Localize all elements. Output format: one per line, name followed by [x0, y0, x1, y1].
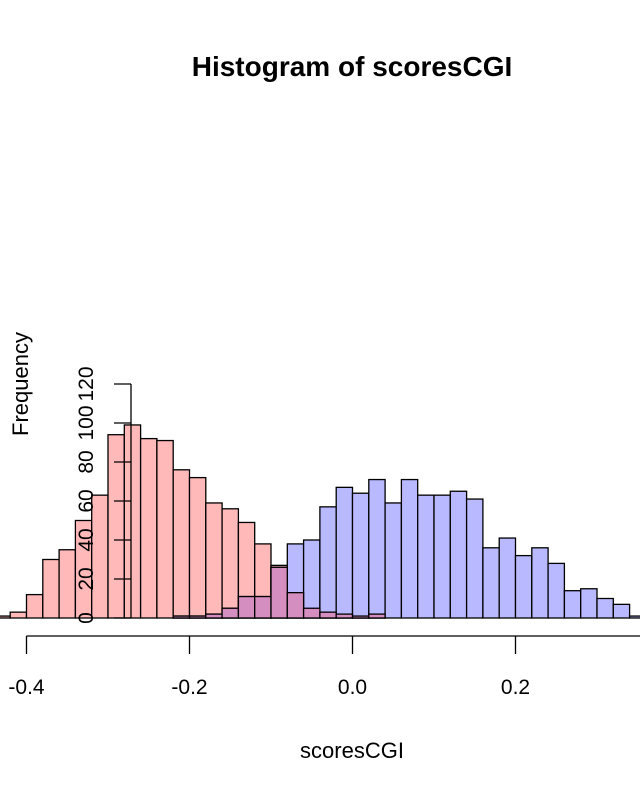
y-tick-label: 0 — [75, 612, 98, 624]
bar-overlap — [254, 595, 272, 619]
bar-series-2 — [319, 506, 337, 619]
bar-overlap — [335, 613, 354, 619]
x-axis-label: scoresCGI — [300, 738, 404, 763]
bar-series-1 — [139, 437, 158, 619]
x-tick-label: 0.2 — [501, 676, 530, 699]
x-tick-label: 0.0 — [338, 676, 367, 699]
y-tick-label: 80 — [75, 450, 98, 473]
bar-series-2 — [531, 547, 549, 619]
bar-series-2 — [368, 478, 386, 619]
bar-series-2 — [465, 498, 484, 619]
bar-series-2 — [547, 562, 566, 619]
x-axis: -0.4-0.20.00.20.4 — [8, 635, 640, 699]
bar-overlap — [172, 615, 191, 619]
bar-series-1 — [123, 424, 142, 619]
y-tick-label: 40 — [75, 528, 98, 551]
bar-series-1 — [221, 508, 240, 619]
bar-series-1 — [58, 549, 77, 619]
bar-series-2 — [351, 492, 370, 619]
bar-series-1 — [205, 502, 223, 619]
bar-series-2 — [400, 478, 419, 619]
bar-overlap — [302, 607, 321, 619]
bar-overlap — [319, 611, 337, 619]
bar-series-2 — [384, 502, 403, 619]
bar-overlap — [205, 613, 223, 619]
bar-series-1 — [0, 615, 11, 619]
bar-overlap — [270, 566, 288, 619]
bar-series-2 — [449, 490, 468, 619]
bar-series-2 — [335, 486, 354, 619]
bar-series-2 — [563, 590, 582, 619]
bar-series-2 — [417, 494, 435, 619]
bar-series-2 — [628, 615, 640, 619]
bar-series-1 — [42, 558, 60, 619]
x-tick-label: -0.2 — [171, 676, 207, 699]
bar-series-1 — [25, 593, 44, 619]
bar-series-2 — [302, 539, 321, 619]
bar-series-1 — [188, 476, 207, 619]
bar-series-2 — [612, 603, 631, 619]
bar-series-2 — [580, 588, 598, 619]
x-tick-label: -0.4 — [8, 676, 45, 699]
y-axis-label: Frequency — [8, 332, 33, 436]
bar-series-2 — [514, 554, 533, 619]
bar-series-1 — [172, 469, 191, 619]
bar-overlap — [351, 615, 370, 619]
bar-overlap — [188, 615, 207, 619]
y-tick-label: 100 — [75, 405, 98, 440]
bar-series-2 — [482, 547, 500, 619]
bar-overlap — [237, 595, 256, 619]
bar-series-2 — [433, 494, 451, 619]
bar-series-1 — [9, 611, 28, 619]
y-axis: 0 20 40 60 80 100 120 — [75, 366, 132, 624]
bar-layer — [0, 424, 640, 619]
bar-series-1 — [156, 439, 174, 619]
bar-series-2 — [498, 537, 517, 619]
bar-series-2 — [596, 597, 614, 619]
y-tick-label: 60 — [75, 489, 98, 512]
y-tick-label: 120 — [75, 366, 98, 401]
bar-overlap — [221, 607, 240, 619]
y-tick-label: 20 — [75, 567, 98, 590]
bar-overlap — [368, 613, 386, 619]
chart-title: Histogram of scoresCGI — [192, 51, 513, 82]
bar-overlap — [286, 592, 305, 619]
